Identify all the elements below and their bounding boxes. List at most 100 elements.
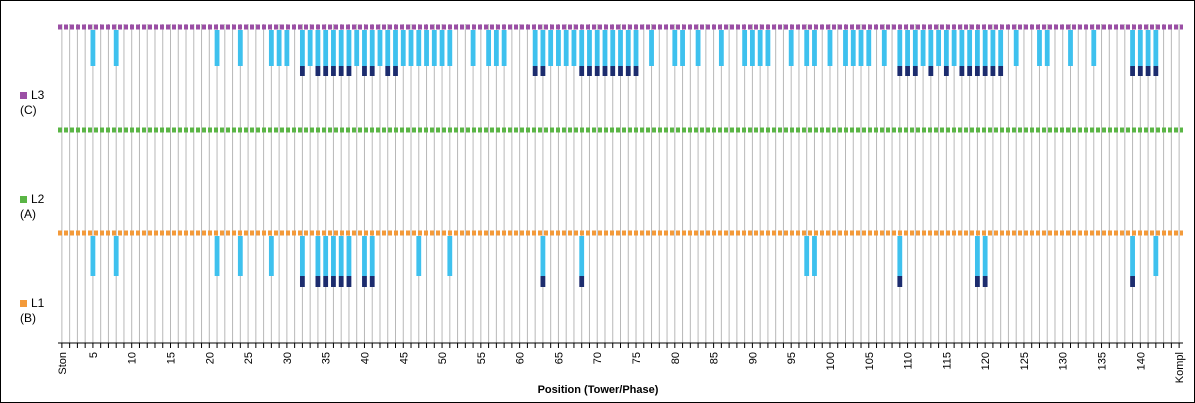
x-tick-label: 85: [709, 352, 721, 364]
l3-bar-light: [610, 30, 616, 66]
l3-bar-light: [672, 30, 678, 66]
l3-bar-dark: [385, 66, 391, 76]
x-tick-label: 115: [941, 352, 953, 370]
l1-bar-light: [346, 236, 352, 276]
l3-bar-light: [812, 30, 817, 66]
l2-legend-sublabel: (A): [20, 207, 36, 221]
l3-bar-light: [594, 30, 600, 66]
l3-bar-light: [788, 30, 794, 66]
l1-legend-sublabel: (B): [20, 311, 36, 325]
l1-bar-dark: [315, 276, 321, 287]
l3-bar-light: [633, 30, 639, 66]
x-tick-label: 30: [282, 352, 294, 364]
l1-bar-light: [1130, 236, 1135, 276]
l1-bar-light: [579, 236, 585, 276]
l3-legend-label: L3: [31, 88, 45, 102]
l3-bar-light: [974, 30, 980, 66]
l1-bar-light: [447, 236, 453, 276]
l3-bar-dark: [1153, 66, 1159, 76]
l3-bar-light: [920, 30, 926, 66]
l3-bar-light: [439, 30, 445, 66]
l3-bar-light: [237, 30, 243, 66]
l1-bar-dark: [338, 276, 344, 287]
l3-bar-light: [424, 30, 429, 66]
l3-bar-dark: [928, 66, 934, 76]
l3-bar-light: [214, 30, 220, 66]
l3-bar-dark: [610, 66, 616, 76]
l3-bar-light: [1037, 30, 1042, 66]
l3-bar-dark: [633, 66, 639, 76]
l1-bar-light: [369, 236, 375, 276]
l3-bar-dark: [587, 66, 592, 76]
l3-bar-light: [1153, 30, 1159, 66]
l3-bar-light: [897, 30, 903, 66]
x-tick-label: 130: [1058, 352, 1070, 370]
x-tick-label: 80: [670, 352, 682, 364]
l2-legend-swatch: [20, 196, 27, 203]
l1-legend-swatch: [20, 300, 27, 307]
l3-bar-dark: [1137, 66, 1143, 76]
l3-bar-light: [843, 30, 848, 66]
l1-bar-light: [540, 236, 546, 276]
l1-bar-dark: [362, 276, 367, 287]
l3-bar-light: [742, 30, 748, 66]
l3-bar-dark: [959, 66, 965, 76]
l3-bar-dark: [393, 66, 398, 76]
l3-bar-light: [928, 30, 934, 66]
l1-bar-dark: [540, 276, 546, 287]
grid-lines: [61, 24, 1180, 343]
l3-bar-light: [268, 30, 274, 66]
l3-bar-light: [905, 30, 910, 66]
l3-bar-dark: [532, 66, 538, 76]
l3-bar-light: [951, 30, 957, 66]
l3-bar-light: [323, 30, 329, 66]
l1-bar-light: [982, 236, 988, 276]
x-tick-label: 25: [243, 352, 255, 364]
l3-bar-light: [912, 30, 918, 66]
l3-bar-light: [1137, 30, 1143, 66]
l1-bar-light: [974, 236, 980, 276]
l3-bar-dark: [982, 66, 988, 76]
l3-bar-light: [354, 30, 360, 66]
l3-bar-light: [532, 30, 538, 66]
l3-bar-dark: [943, 66, 949, 76]
l3-bar-light: [749, 30, 755, 66]
l3-bar-light: [866, 30, 872, 66]
l3-bar-light: [400, 30, 406, 66]
l3-bar-light: [540, 30, 546, 66]
l3-bar-light: [718, 30, 724, 66]
x-axis-title: Position (Tower/Phase): [538, 384, 659, 396]
l3-bar-light: [276, 30, 282, 66]
l3-bar-light: [315, 30, 321, 66]
l3-bar-light: [936, 30, 942, 66]
x-tick-label: 40: [359, 352, 371, 364]
l3-bar-light: [90, 30, 96, 66]
x-tick-label: 110: [903, 352, 915, 370]
l3-bar-light: [408, 30, 414, 66]
l1-bar-light: [1153, 236, 1159, 276]
x-tick-label: 105: [864, 352, 876, 370]
l1-bar-light: [804, 236, 810, 276]
l1-bar-dark: [1130, 276, 1135, 287]
l3-bar-light: [881, 30, 887, 66]
x-tick-label: Kompl: [1174, 352, 1186, 383]
x-tick-label: 15: [166, 352, 178, 364]
l3-legend-sublabel: (C): [20, 103, 37, 117]
phase-bands: [58, 24, 1183, 236]
l3-bar-light: [346, 30, 352, 66]
l1-bar-light: [90, 236, 96, 276]
l1-bar-light: [237, 236, 243, 276]
l1-bar-light: [338, 236, 344, 276]
l1-bar-light: [299, 236, 305, 276]
x-tick-label: 20: [204, 352, 216, 364]
l3-bar-light: [1145, 30, 1151, 66]
l1-bar-dark: [579, 276, 585, 287]
l3-bar-dark: [323, 66, 329, 76]
l3-bar-light: [1091, 30, 1097, 66]
x-axis: Ston 5 10 15 20 25 30 35 40 45 50 55 60 65 70 75 80 85 90 9…: [57, 342, 1186, 383]
l1-legend-label: L1: [31, 296, 45, 310]
legend: L3(C) L2(A) L1(B): [20, 88, 45, 325]
l3-bar-light: [431, 30, 437, 66]
l3-bar-dark: [338, 66, 344, 76]
